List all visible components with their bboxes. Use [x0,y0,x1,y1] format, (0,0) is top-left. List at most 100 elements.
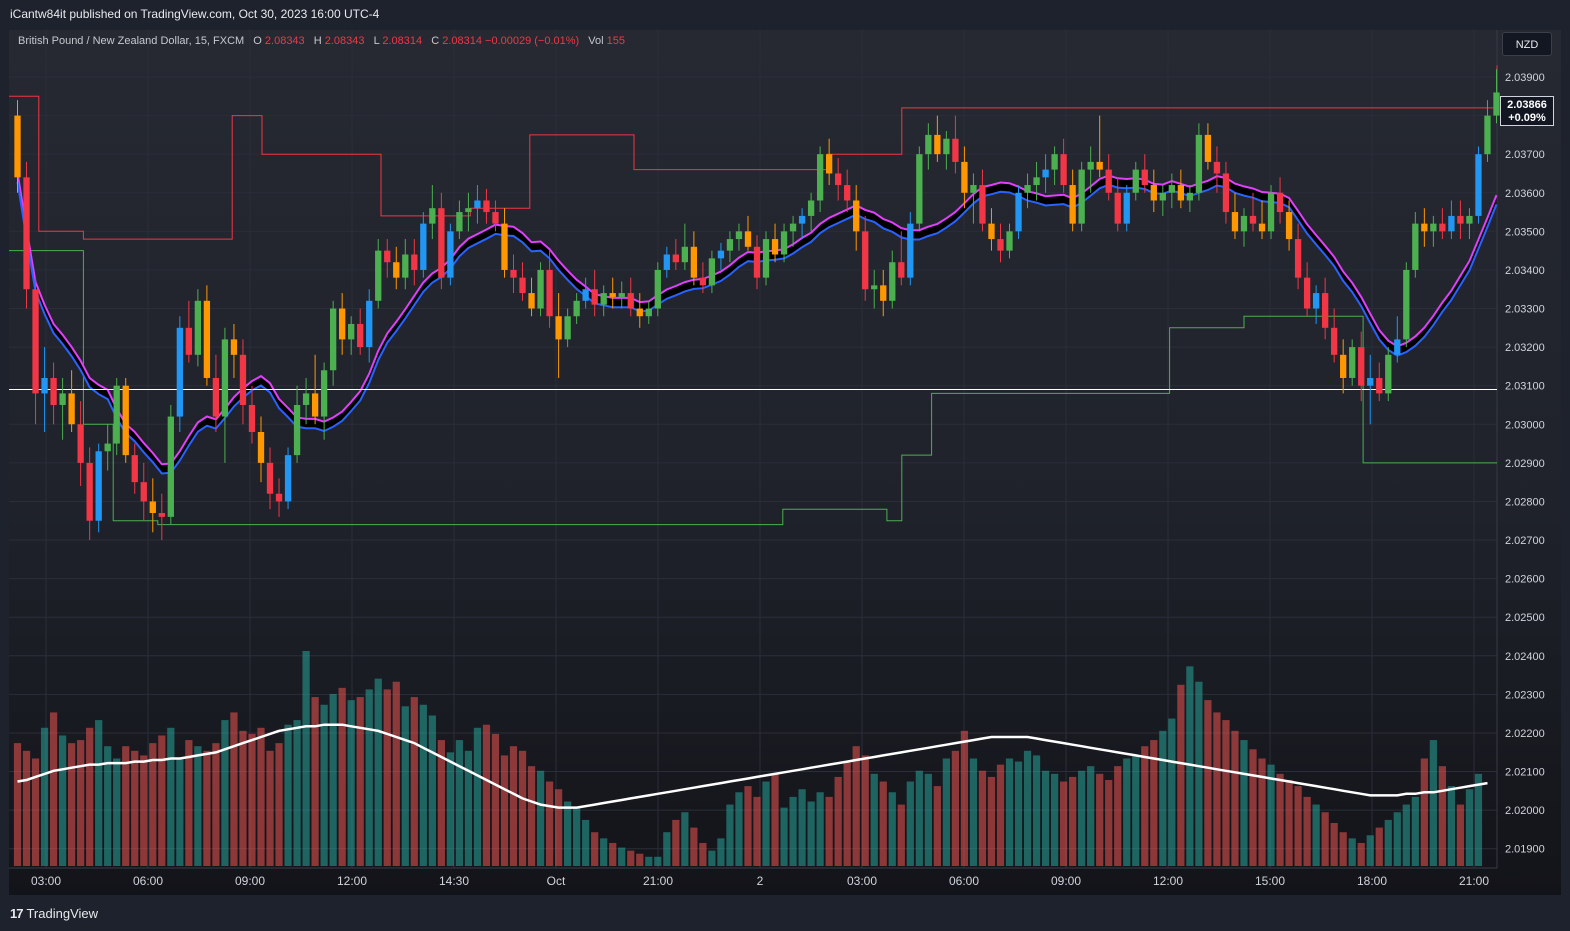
volume-bar [1393,812,1401,866]
volume-bar [1267,764,1275,866]
volume-bar [744,786,752,866]
volume-bar [654,856,662,866]
volume-label: Vol [588,35,604,47]
volume-bar [861,755,869,866]
price-tick-label: 2.03300 [1505,304,1545,316]
candle-body [1294,239,1302,278]
candle-body [293,404,301,456]
candle-body [627,293,634,309]
time-tick-label: 09:00 [235,874,265,888]
price-tick-label: 2.02400 [1505,651,1545,663]
volume-bar [68,743,76,866]
candle-body [447,231,454,278]
candle-body [492,212,499,224]
candle-body [519,277,526,294]
low-value: 2.08314 [382,35,423,47]
volume-bar [86,727,94,866]
volume-bar [473,727,482,866]
candle-body [600,293,607,305]
volume-bar [1050,773,1059,866]
candle-body [609,293,616,297]
candle-body [889,262,896,301]
volume-bar [564,801,572,866]
volume-bar [95,720,103,866]
candle-body [311,393,319,417]
volume-bar [1411,796,1419,866]
volume-bar [1204,700,1212,866]
volume-bar [699,842,707,866]
candle-body [284,455,292,502]
price-tick-label: 2.02200 [1505,728,1545,740]
candle-body [871,285,878,290]
time-tick-label: 18:00 [1357,874,1387,888]
published-info: iCantw84it published on TradingView.com,… [10,7,380,21]
candle-body [1150,185,1157,201]
last-price-change: +0.09% [1508,112,1546,124]
candle-body [780,231,788,255]
candle-body [402,254,409,278]
candle-body [1231,212,1239,232]
candle-body [1105,169,1112,193]
candle-body [266,462,274,494]
volume-bar [31,758,40,866]
candle-body [1015,192,1022,232]
volume-bar [609,842,617,866]
volume-bar [22,750,31,866]
candle-body [798,215,806,224]
candle-body [329,308,337,371]
candle-body [248,404,256,432]
candle-body [212,377,220,417]
candle-body [1321,293,1329,328]
currency-button[interactable]: NZD [1502,32,1552,56]
volume-bar [49,712,58,866]
volume-bar [1303,796,1311,866]
volume-bar [1348,838,1356,866]
volume-bar [545,781,554,866]
volume-bar [275,743,283,866]
time-tick-label: 21:00 [1459,874,1489,888]
volume-bar [816,792,824,866]
volume-bar [554,789,563,866]
volume-bar [1222,720,1230,866]
candle-body [221,339,229,417]
volume-bar [960,730,969,866]
close-label: C [431,35,440,47]
top-bar: iCantw84it published on TradingView.com,… [0,0,1570,30]
price-tick-label: 2.02800 [1505,496,1545,508]
candle-body [636,308,643,317]
time-tick-label: 21:00 [643,874,673,888]
volume-bar [58,735,67,866]
candle-body [681,246,689,263]
volume-bar [825,796,833,866]
volume-bar [257,727,265,866]
candle-body [1141,169,1148,186]
footer: 17 TradingView [0,896,1570,931]
candle-body [744,231,752,247]
channel-band [17,172,1497,474]
candle-body [203,300,211,378]
volume-bar [13,743,22,866]
volume-bar [1141,746,1149,866]
candle-body [934,134,941,155]
tradingview-brand[interactable]: 17 TradingView [10,906,98,921]
volume-bar [888,792,896,866]
candle-body [546,269,553,317]
volume-bar [1041,770,1050,866]
volume-bar [176,758,184,866]
candle-body [1385,354,1392,394]
volume-bar [419,704,427,866]
candle-body [1394,339,1401,355]
price-chart[interactable]: 2.039002.038002.037002.036002.035002.034… [9,30,1561,895]
candle-body [167,416,174,517]
volume-bar [1078,770,1086,866]
volume-bar [600,838,608,866]
candle-body [844,185,851,201]
candle-body [1204,134,1212,162]
candle-body [194,300,202,355]
volume-bar [879,781,887,866]
candle-body [41,377,48,394]
volume-bar [1258,758,1266,866]
volume-bar [1294,786,1302,866]
price-tick-label: 2.03700 [1505,149,1545,161]
candle-body [1033,177,1040,186]
